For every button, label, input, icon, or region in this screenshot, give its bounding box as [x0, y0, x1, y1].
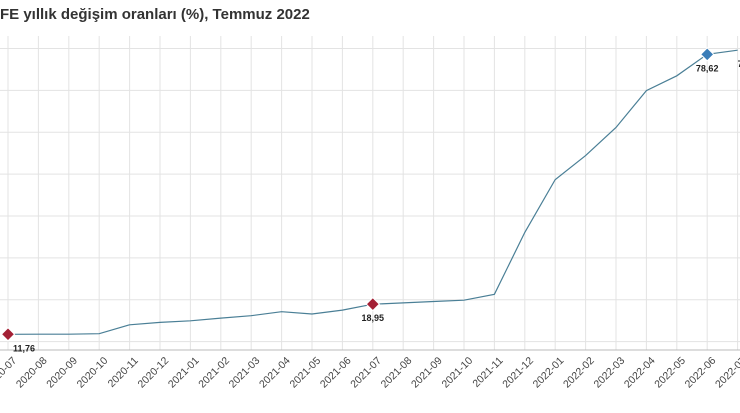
- x-tick-label: 2021-07: [348, 355, 384, 391]
- x-tick-label: 2021-08: [379, 355, 415, 391]
- marks: [0, 47, 715, 342]
- axes: 2020-072020-082020-092020-102020-112020-…: [0, 349, 740, 391]
- x-tick-label: 2021-05: [287, 355, 323, 391]
- x-tick-label: 2022-04: [622, 355, 658, 391]
- grid: [0, 36, 740, 350]
- x-tick-label: 2021-01: [166, 355, 202, 391]
- x-tick-label: 2022-02: [561, 355, 597, 391]
- x-tick-label: 2021-11: [470, 355, 505, 390]
- data-label: 79: [738, 59, 740, 69]
- x-tick-label: 2021-03: [227, 355, 263, 391]
- x-tick-label: 2020-11: [106, 355, 141, 390]
- x-tick-label: 2020-08: [14, 355, 50, 391]
- data-label: 11,76: [13, 343, 35, 353]
- x-tick-label: 2022-03: [591, 355, 627, 391]
- x-tick-label: 2022-05: [652, 355, 688, 391]
- x-tick-label: 2021-04: [257, 355, 293, 391]
- x-tick-label: 2021-10: [439, 355, 475, 391]
- data-point-marker: [365, 296, 381, 312]
- x-tick-label: 2022-01: [531, 355, 567, 391]
- x-tick-label: 2022-06: [683, 355, 719, 391]
- x-tick-label: 2021-06: [318, 355, 354, 391]
- x-tick-label: 2020-10: [75, 355, 111, 391]
- labels: 11,76 18,95 78,62 79: [13, 59, 740, 353]
- data-point-marker: [0, 327, 16, 342]
- x-tick-label: 2021-02: [196, 355, 232, 391]
- x-tick-label: 2020-09: [44, 355, 80, 391]
- x-tick-label: 2021-09: [409, 355, 445, 391]
- x-tick-label: 2022-07: [713, 355, 740, 391]
- x-tick-label: 2021-12: [500, 355, 536, 391]
- chart-title: FE yıllık değişim oranları (%), Temmuz 2…: [0, 6, 310, 23]
- x-tick-label: 2020-12: [135, 355, 171, 391]
- data-point-marker: [699, 47, 715, 62]
- data-label: 78,62: [696, 63, 719, 73]
- data-label: 18,95: [362, 313, 385, 323]
